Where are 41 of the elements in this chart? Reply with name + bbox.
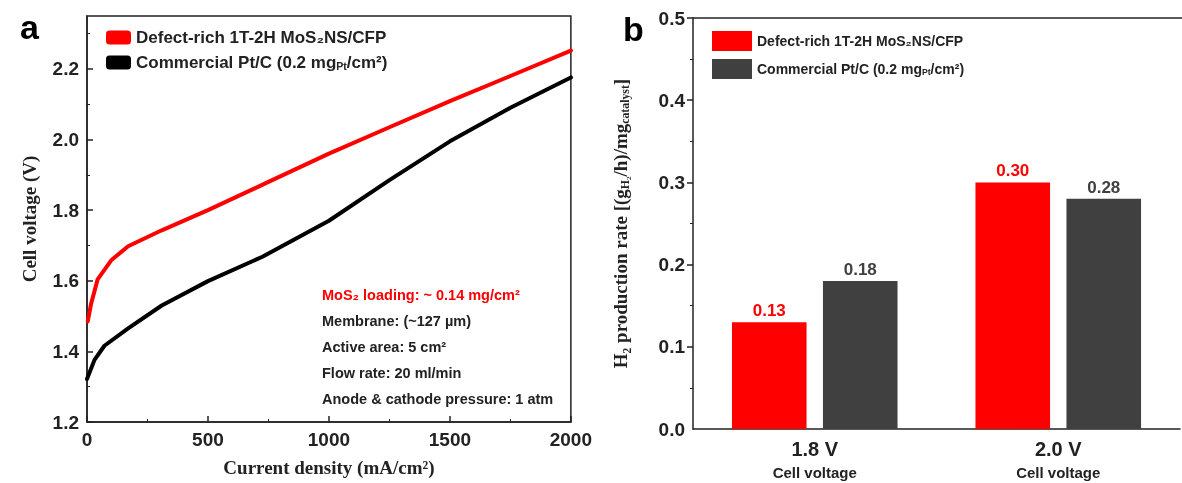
legend-label: Commercial Pt/C (0.2 mgPt/cm²) [757, 61, 965, 78]
legend-label: Defect-rich 1T-2H MoS₂NS/CFP [136, 28, 387, 47]
data-label: 0.30 [996, 161, 1030, 181]
data-label: 0.18 [843, 260, 877, 280]
bar [975, 182, 1051, 429]
chart-title: b [623, 10, 644, 48]
y-tick-label: 0.2 [658, 254, 685, 276]
data-label: 0.13 [752, 301, 786, 321]
x-tick-label: 500 [192, 429, 224, 450]
y-tick-label: 2.2 [52, 58, 79, 80]
y-tick-label: 2.0 [52, 129, 79, 151]
x-tick-label: 2000 [549, 429, 593, 450]
bar [822, 281, 898, 429]
annotation: Membrane: (~127 µm) [322, 312, 472, 329]
legend-label: Defect-rich 1T-2H MoS₂NS/CFP [757, 33, 964, 49]
y-tick-label: 1.8 [52, 199, 79, 221]
legend-label: Commercial Pt/C (0.2 mgPt/cm²) [136, 53, 388, 73]
chart-title: a [20, 8, 40, 46]
bar [731, 322, 807, 429]
y-tick-label: 0.4 [658, 89, 686, 111]
x-tick-label: 2.0 V Cell voltage [1016, 438, 1101, 481]
y-tick-label: 1.4 [52, 340, 80, 362]
y-tick-label: 0.5 [658, 7, 686, 29]
annotation: MoS₂ loading: ~ 0.14 mg/cm² [322, 286, 520, 303]
y-tick-label: 0.3 [658, 171, 685, 193]
y-tick-label: 0.0 [658, 418, 685, 440]
annotation: Active area: 5 cm² [322, 338, 447, 355]
data-label: 0.28 [1087, 177, 1121, 197]
x-tick-label: 1.8 V Cell voltage [772, 438, 857, 481]
y-tick-label: 0.1 [658, 336, 686, 358]
annotation: Flow rate: 20 ml/min [322, 364, 462, 381]
annotation: Anode & cathode pressure: 1 atm [322, 390, 554, 407]
y-tick-label: 1.2 [52, 411, 79, 433]
x-tick-label: 1000 [307, 429, 351, 450]
x-tick-label: 1500 [428, 429, 472, 450]
x-tick-label: 0 [81, 429, 93, 450]
y-tick-label: 1.6 [52, 270, 79, 292]
y-axis-title: Cell voltage (V) [19, 155, 41, 283]
bar [1066, 198, 1142, 429]
line-series [85, 75, 573, 381]
x-axis-title: Current density (mA/cm²) [223, 457, 435, 479]
